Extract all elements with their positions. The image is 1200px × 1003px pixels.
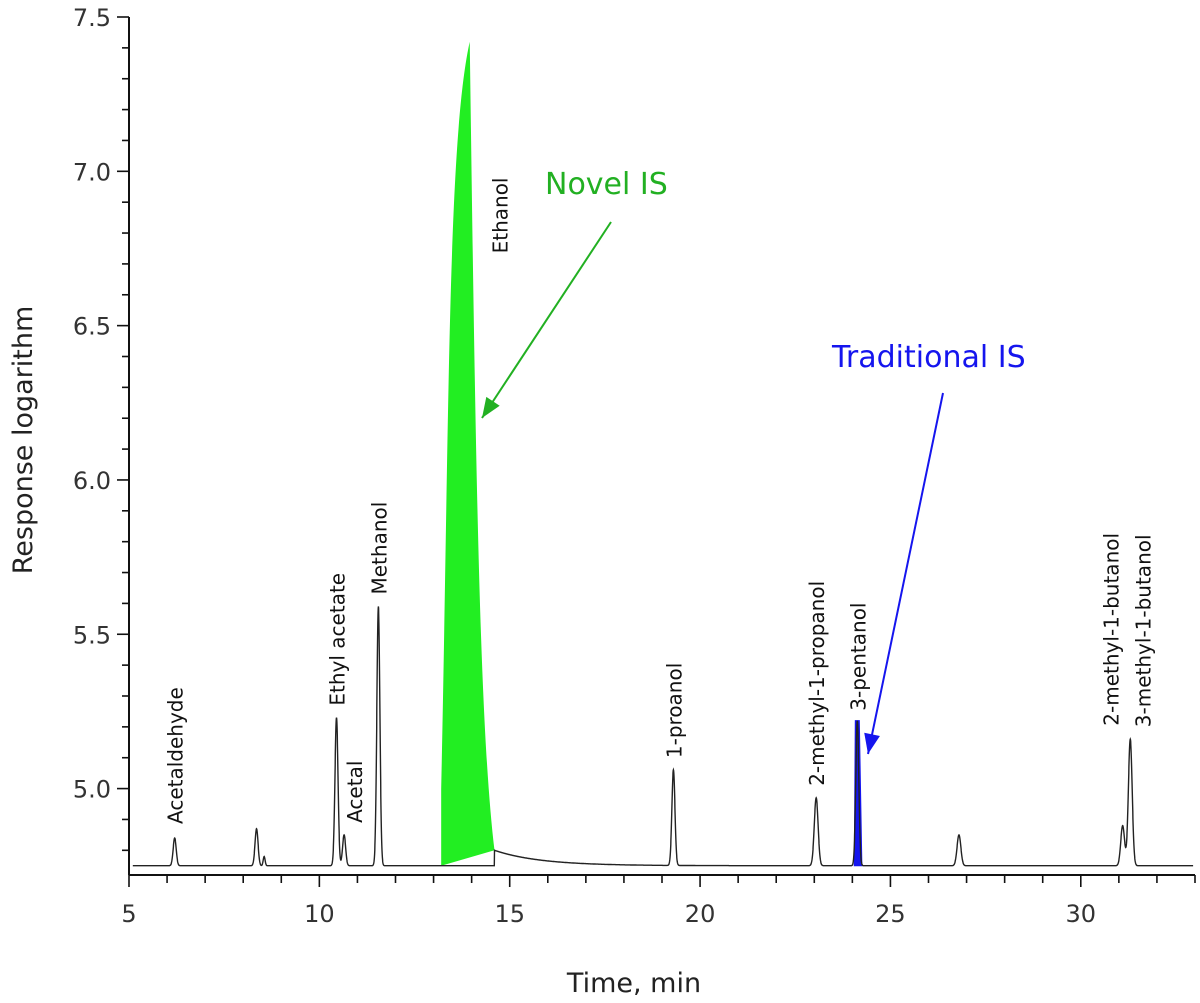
peak-label: Ethanol bbox=[489, 178, 513, 254]
traditional-is-callout: Traditional IS bbox=[831, 340, 1026, 375]
peak-label: 3-pentanol bbox=[846, 603, 870, 711]
peak-label: Ethyl acetate bbox=[326, 573, 350, 706]
peak-label: 3-methyl-1-butanol bbox=[1131, 534, 1155, 727]
peak-label: Methanol bbox=[367, 502, 391, 595]
peak-label: 1-proanol bbox=[662, 663, 686, 758]
axes: 5 10 15 20 25 30 5.0 5.5 6.0 6.5 7.0 7.5 bbox=[73, 4, 1196, 928]
highlighted-peaks bbox=[441, 41, 863, 867]
x-axis-title: Time, min bbox=[566, 968, 701, 999]
peak-label: 2-methyl-1-butanol bbox=[1100, 533, 1124, 726]
traditional-is-arrow-head bbox=[864, 732, 880, 754]
chromatogram-trace bbox=[132, 606, 1194, 867]
y-tick-label: 5.5 bbox=[73, 621, 111, 649]
x-tick-label: 5 bbox=[121, 900, 136, 928]
x-tick-label: 30 bbox=[1066, 900, 1097, 928]
y-tick-label: 6.5 bbox=[73, 313, 111, 341]
x-tick-label: 20 bbox=[685, 900, 716, 928]
peak-label: Acetal bbox=[343, 761, 367, 823]
x-tick-label: 10 bbox=[304, 900, 335, 928]
y-tick-label: 5.0 bbox=[73, 776, 111, 804]
peak-label: 2-methyl-1-propanol bbox=[805, 581, 829, 786]
novel-is-arrow-shaft bbox=[481, 221, 612, 419]
y-tick-label: 7.5 bbox=[73, 4, 111, 32]
x-tick-label: 15 bbox=[494, 900, 525, 928]
traditional-is-arrow-shaft bbox=[867, 392, 944, 755]
peak-label: Acetaldehyde bbox=[164, 687, 188, 824]
novel-is-callout: Novel IS bbox=[545, 167, 668, 202]
annotations: Acetaldehyde Ethyl acetate Acetal Methanol 1… bbox=[164, 167, 1156, 824]
ethanol-peak-fill bbox=[441, 41, 495, 866]
x-tick-label: 25 bbox=[875, 900, 906, 928]
novel-is-arrow-head bbox=[482, 396, 500, 418]
y-tick-label: 6.0 bbox=[73, 467, 111, 495]
y-tick-label: 7.0 bbox=[73, 158, 111, 186]
y-axis-title: Response logarithm bbox=[8, 306, 39, 575]
